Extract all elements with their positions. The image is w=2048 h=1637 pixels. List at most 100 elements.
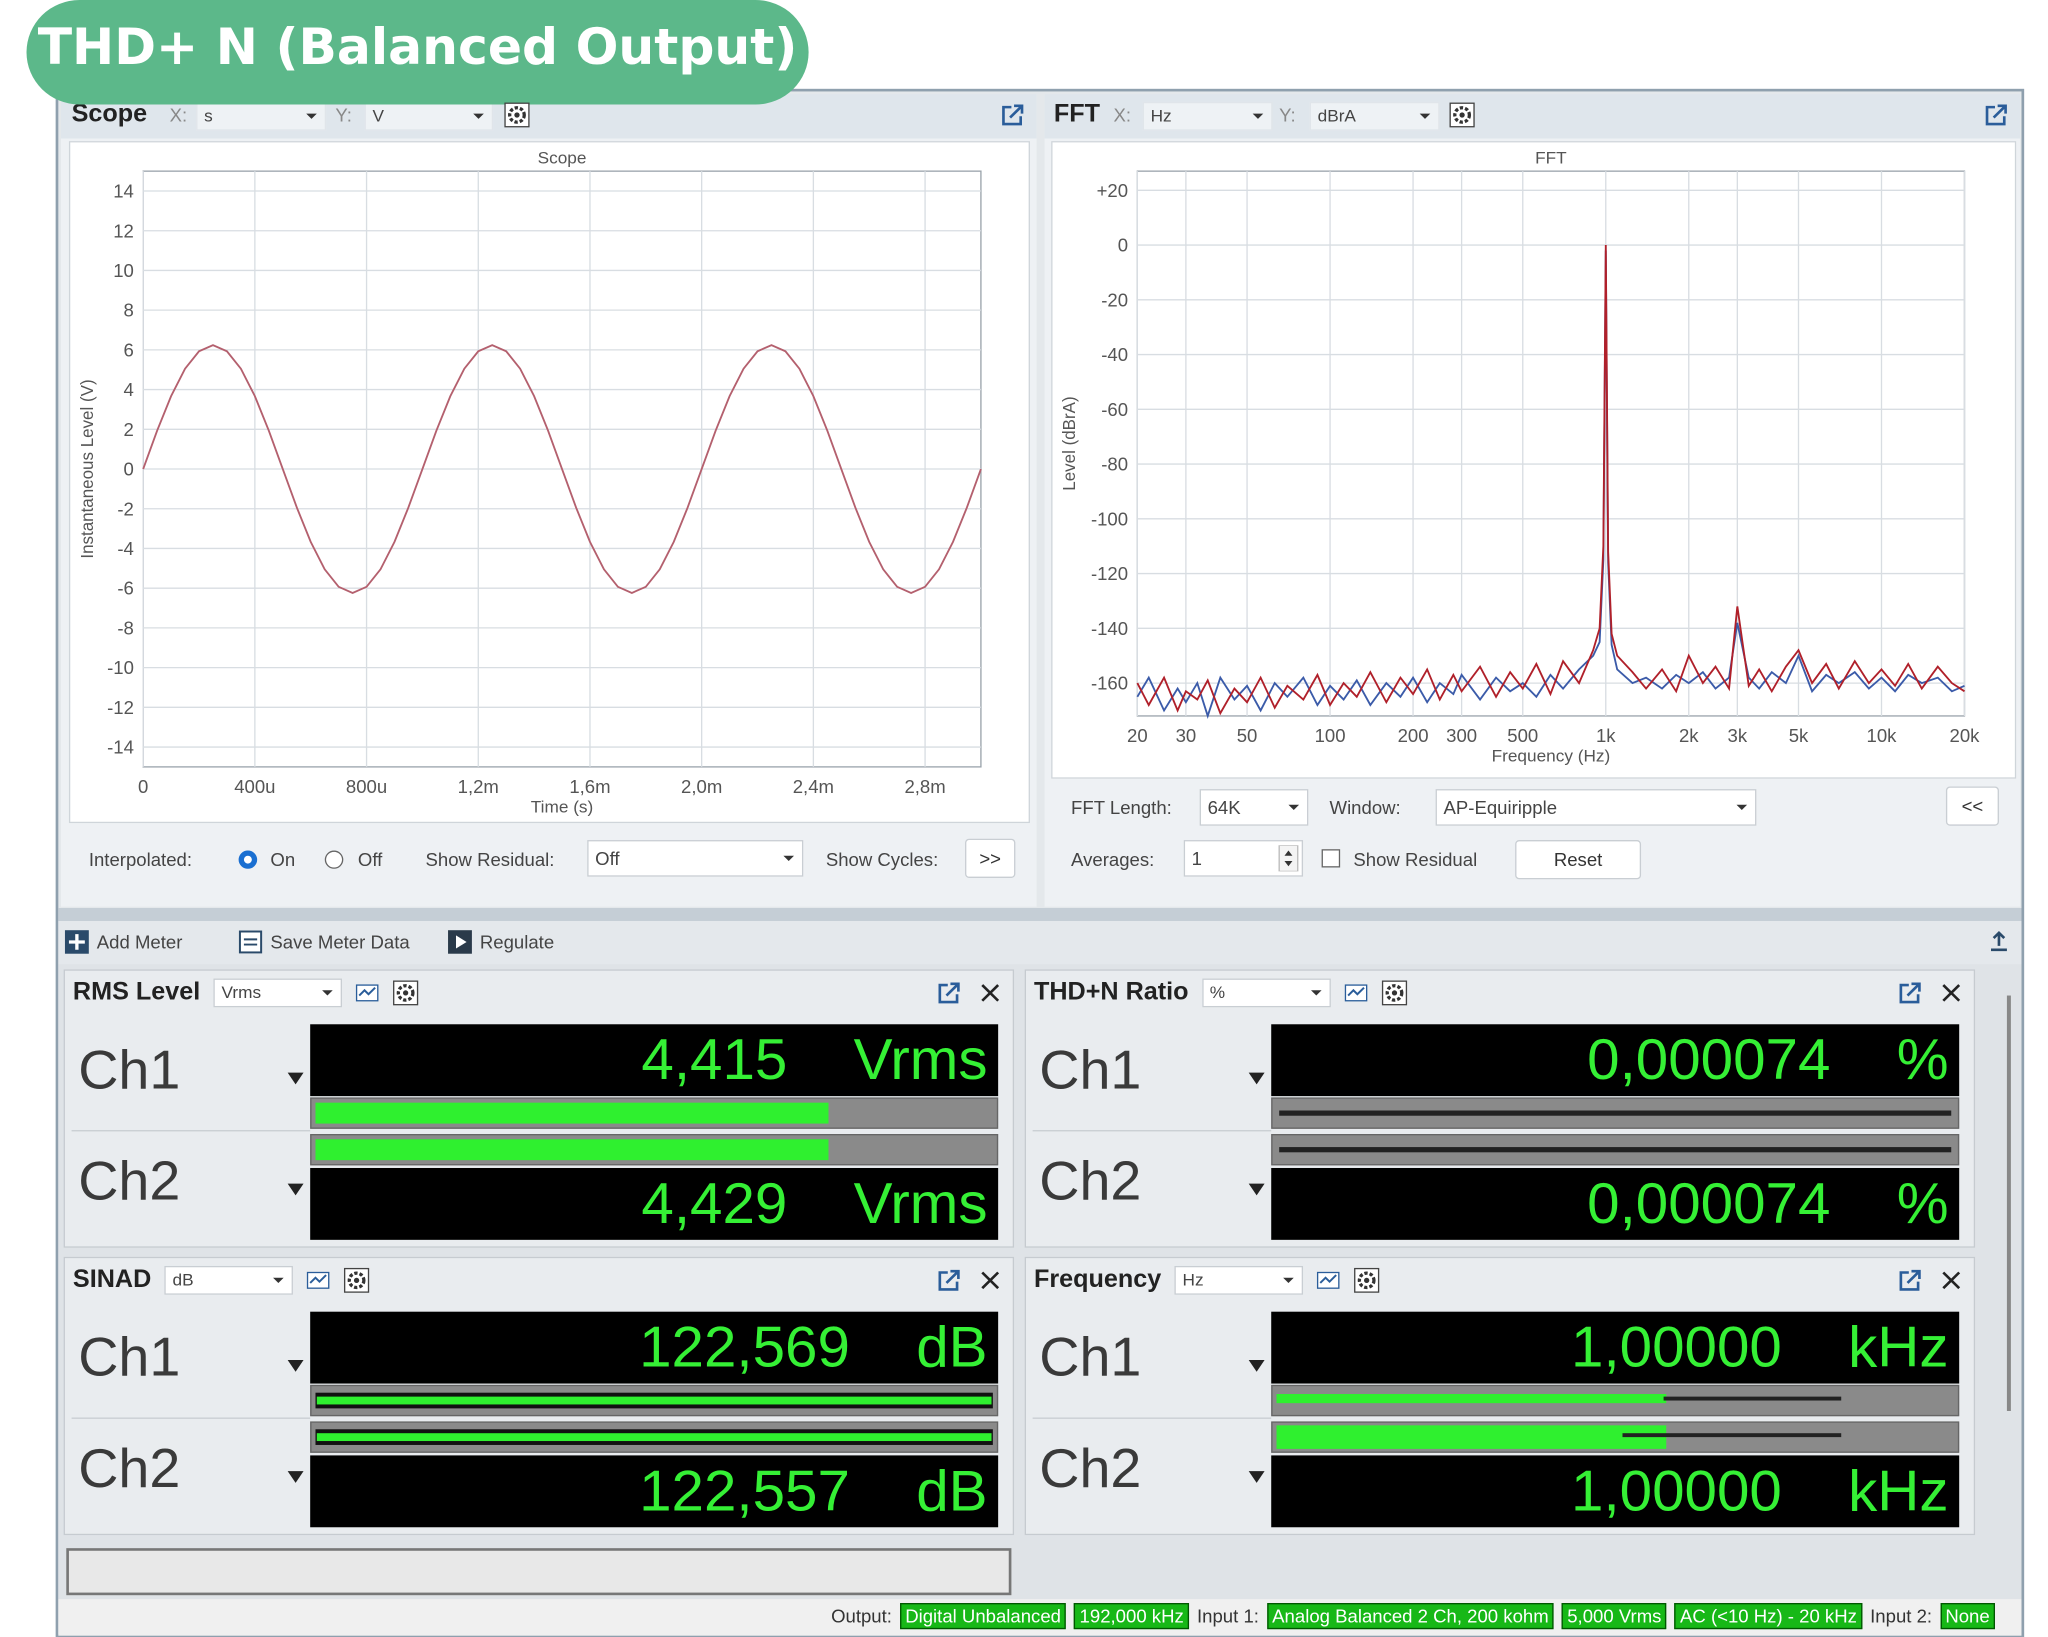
collapse-button[interactable]: << xyxy=(1945,786,1999,826)
show-residual-checkbox[interactable] xyxy=(1321,849,1341,868)
channel-dropdown[interactable] xyxy=(1248,1471,1265,1491)
row-divider xyxy=(1032,1130,1272,1132)
level-bar xyxy=(310,1097,999,1129)
y-axis-label: Level (dBrA) xyxy=(1060,396,1079,490)
x-tick-label: 2,8m xyxy=(904,776,945,797)
x-unit-select[interactable]: s xyxy=(196,101,327,131)
close-icon[interactable] xyxy=(1938,1267,1965,1293)
x-unit-select[interactable]: Hz xyxy=(1142,101,1273,131)
plot-frame xyxy=(1136,170,1966,717)
level-bar xyxy=(1271,1421,1960,1453)
popout-icon[interactable] xyxy=(999,102,1026,128)
play-icon[interactable] xyxy=(447,929,474,955)
y-unit-select[interactable]: V xyxy=(364,101,494,131)
save-icon[interactable] xyxy=(237,929,264,955)
icon-part xyxy=(68,934,85,950)
status-label: Output: xyxy=(831,1605,892,1627)
meter-value: 4,415 xyxy=(641,1027,788,1092)
level-fill xyxy=(314,1139,829,1161)
graph-icon[interactable] xyxy=(355,980,382,1006)
popout-icon[interactable] xyxy=(1983,102,2010,128)
show-residual-select[interactable]: Off xyxy=(587,840,804,877)
level-fill xyxy=(316,1396,992,1405)
show-cycles-button[interactable]: >> xyxy=(965,838,1016,878)
row-divider xyxy=(71,1130,311,1132)
graph-icon[interactable] xyxy=(1316,1267,1343,1293)
icon-part xyxy=(403,990,409,996)
upload-icon[interactable] xyxy=(1986,928,2013,954)
gear-icon[interactable] xyxy=(343,1267,370,1293)
unit-select[interactable]: dB xyxy=(164,1265,294,1295)
icon-part xyxy=(347,1271,366,1290)
channel-dropdown[interactable] xyxy=(287,1072,304,1093)
popout-icon[interactable] xyxy=(936,1267,963,1293)
y-unit-select[interactable]: dBrA xyxy=(1309,101,1440,131)
radio-off[interactable] xyxy=(324,850,344,869)
save-meter-data-button[interactable]: Save Meter Data xyxy=(270,931,410,953)
icon-part xyxy=(981,984,1000,1002)
channel-dropdown[interactable] xyxy=(1248,1072,1265,1093)
graph-icon[interactable] xyxy=(306,1267,333,1293)
icon-part xyxy=(354,1277,360,1283)
level-bar xyxy=(310,1134,999,1166)
popout-icon[interactable] xyxy=(1897,1267,1924,1293)
panel-title: Scope xyxy=(71,100,148,129)
channel-dropdown[interactable] xyxy=(1248,1360,1265,1380)
meter-display: 122,557 dB xyxy=(310,1455,999,1528)
channel-dropdown[interactable] xyxy=(287,1360,304,1380)
y-tick-label: -20 xyxy=(1101,289,1128,310)
x-tick-label: 2k xyxy=(1679,725,1699,746)
meter-panel: Frequency Hz Ch1 1,00000 kHz Ch2 1,00000 kHz xyxy=(1024,1256,1976,1536)
meter-unit: % xyxy=(1896,1171,1949,1236)
icon-part xyxy=(945,982,960,997)
meter-value: 1,00000 xyxy=(1571,1458,1782,1523)
title-pill xyxy=(26,0,809,105)
channel-dropdown[interactable] xyxy=(287,1183,304,1204)
unit-select[interactable]: % xyxy=(1201,978,1331,1008)
meter-unit: kHz xyxy=(1848,1314,1949,1379)
level-bar xyxy=(310,1384,999,1417)
unit-select[interactable]: Hz xyxy=(1174,1265,1304,1295)
icon-slot xyxy=(355,980,419,1006)
y-unit-label: Y: xyxy=(335,104,352,126)
popout-icon[interactable] xyxy=(936,980,963,1006)
meter-value: 1,00000 xyxy=(1571,1314,1782,1379)
x-tick-label: 20 xyxy=(1127,725,1148,746)
fft-length-select[interactable]: 64K xyxy=(1199,789,1309,826)
icon-part xyxy=(309,1274,327,1284)
close-icon[interactable] xyxy=(977,1267,1004,1293)
meter-panel: RMS Level Vrms Ch1 4,415 Vrms Ch2 4,429 Vrms xyxy=(63,969,1015,1248)
window-select[interactable]: AP-Equiripple xyxy=(1435,789,1757,826)
unit-select[interactable]: Vrms xyxy=(213,978,343,1008)
gear-icon[interactable] xyxy=(392,980,419,1006)
channel-dropdown[interactable] xyxy=(287,1471,304,1491)
level-fill xyxy=(1279,1147,1951,1153)
icon-part xyxy=(1319,1274,1338,1284)
gear-icon[interactable] xyxy=(1449,102,1476,128)
icon-part xyxy=(1899,1271,1920,1291)
close-icon[interactable] xyxy=(1938,980,1965,1006)
meter-panel: SINAD dB Ch1 122,569 dB Ch2 122,557 dB xyxy=(63,1256,1015,1536)
close-icon[interactable] xyxy=(977,980,1004,1006)
show-residual-label: Show Residual xyxy=(1353,849,1478,871)
popout-icon[interactable] xyxy=(1897,980,1924,1006)
reset-button[interactable]: Reset xyxy=(1515,840,1642,880)
gear-icon[interactable] xyxy=(1354,1267,1381,1293)
radio-on[interactable] xyxy=(238,850,258,869)
regulate-button[interactable]: Regulate xyxy=(479,931,555,953)
channel-label: Ch1 xyxy=(78,1326,181,1388)
gear-icon[interactable] xyxy=(1381,980,1408,1006)
channel-dropdown[interactable] xyxy=(1248,1183,1265,1204)
x-tick-label: 0 xyxy=(138,776,148,797)
y-tick-label: 2 xyxy=(124,419,134,440)
status-items: Output: Digital Unbalanced 192,000 kHz Inpu… xyxy=(831,1603,1995,1630)
gear-icon[interactable] xyxy=(504,102,531,128)
spinner-icon[interactable] xyxy=(1277,845,1304,872)
meter-title: RMS Level xyxy=(72,978,201,1006)
icon-part xyxy=(1906,982,1921,997)
add-meter-button[interactable]: Add Meter xyxy=(96,931,183,953)
meter-unit: dB xyxy=(916,1458,988,1523)
plus-icon[interactable] xyxy=(64,929,91,955)
graph-icon[interactable] xyxy=(1344,980,1371,1006)
row-divider xyxy=(71,1417,311,1419)
